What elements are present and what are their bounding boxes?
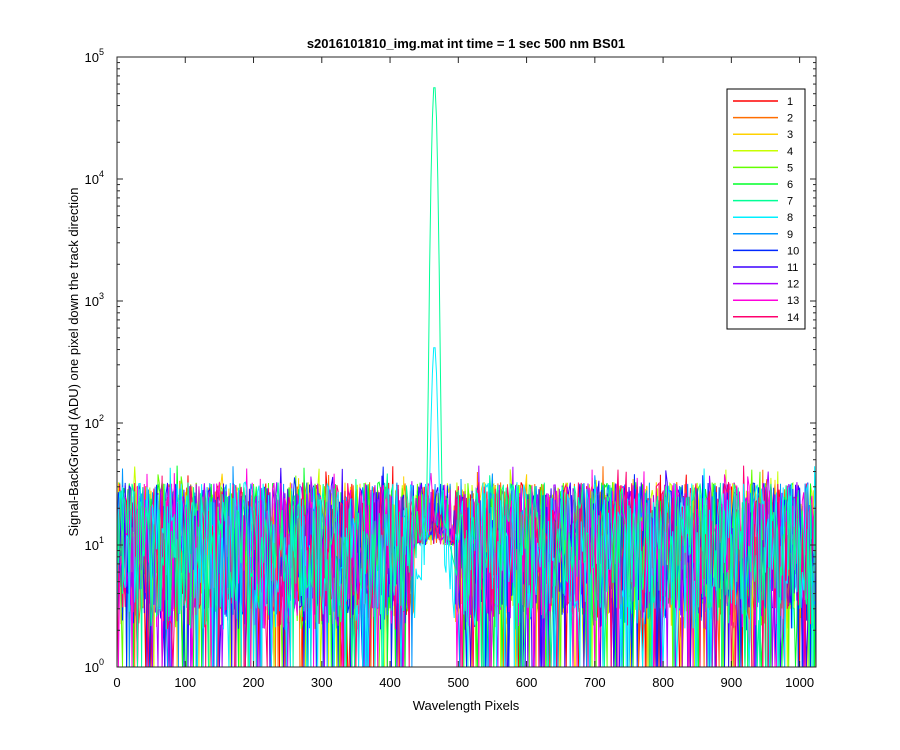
x-tick-label: 400	[379, 675, 401, 690]
legend-label-14: 14	[787, 312, 799, 324]
x-axis-label: Wavelength Pixels	[413, 698, 520, 713]
chart-title: s2016101810_img.mat int time = 1 sec 500…	[307, 36, 625, 51]
legend-label-2: 2	[787, 113, 793, 125]
legend-label-8: 8	[787, 212, 793, 224]
x-tick-label: 600	[516, 675, 538, 690]
legend-label-4: 4	[787, 146, 793, 158]
legend-label-7: 7	[787, 196, 793, 208]
axes-layer: 0 100 200 300 400 500 600 700 800 900 100010010110…	[85, 47, 816, 690]
legend-label-13: 13	[787, 295, 799, 307]
legend-label-3: 3	[787, 129, 793, 141]
x-tick-label: 100	[174, 675, 196, 690]
legend-label-11: 11	[787, 262, 798, 274]
legend-label-12: 12	[787, 279, 799, 291]
x-tick-label: 200	[243, 675, 265, 690]
y-axis-label: Signal-BackGround (ADU) one pixel down t…	[66, 187, 81, 536]
x-tick-label: 700	[584, 675, 606, 690]
axes-box	[116, 56, 817, 668]
legend-label-1: 1	[787, 96, 793, 108]
x-tick-label: 300	[311, 675, 333, 690]
legend-label-9: 9	[787, 229, 793, 241]
legend-box	[726, 88, 806, 330]
x-tick-label: 1000	[785, 675, 814, 690]
legend-label-6: 6	[787, 179, 793, 191]
series-layer	[117, 87, 816, 667]
x-tick-label: 500	[447, 675, 469, 690]
series-line-7	[117, 87, 816, 667]
legend-label-10: 10	[787, 245, 799, 257]
x-tick-label: 0	[113, 675, 120, 690]
x-tick-label: 800	[652, 675, 674, 690]
x-tick-label: 900	[721, 675, 743, 690]
legend-label-5: 5	[787, 162, 793, 174]
